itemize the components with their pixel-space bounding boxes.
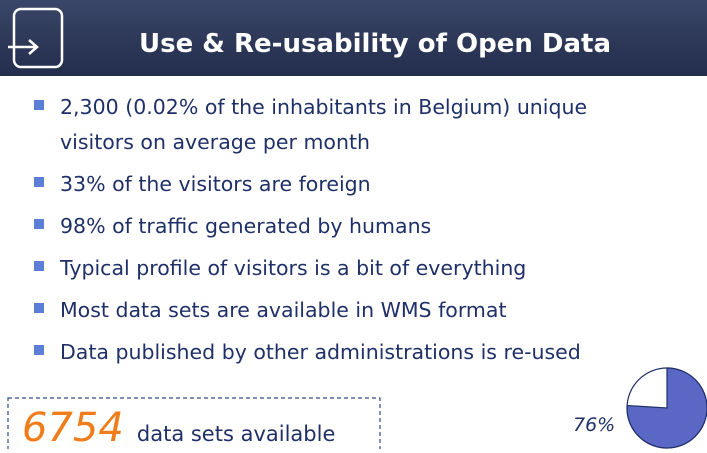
bullet-text: Typical profile of visitors is a bit of …	[59, 256, 526, 280]
header-title: Use & Re-usability of Open Data	[139, 29, 611, 59]
bullet-text: visitors on average per month	[60, 130, 370, 154]
bullet-marker	[34, 261, 44, 271]
bullet-text: Data published by other administrations …	[60, 340, 581, 364]
bullet-text: 33% of the visitors are foreign	[60, 172, 371, 196]
bullet-text: 98% of traffic generated by humans	[60, 214, 431, 238]
stat-box	[7, 397, 381, 453]
header-arrow	[8, 39, 39, 55]
bullet-marker	[34, 303, 44, 313]
header-bar	[0, 0, 707, 76]
bullet-list: 2,300 (0.02% of the inhabitants in Belgi…	[34, 95, 587, 364]
stat-text: data sets available	[137, 422, 335, 446]
header-icon	[12, 7, 64, 69]
bullet-text: Most data sets are available in WMS form…	[60, 298, 507, 322]
bullet-marker	[34, 177, 44, 187]
stat-line: 6754 data sets available	[22, 405, 335, 449]
bullet-text: 2,300 (0.02% of the inhabitants in Belgi…	[60, 95, 587, 119]
pie-slice	[626, 367, 707, 449]
stat-number: 6754	[22, 405, 124, 449]
bullet-marker	[34, 345, 44, 355]
bullet-marker	[34, 219, 44, 229]
bullet-marker	[34, 100, 44, 110]
pie-label: 76%	[573, 414, 615, 436]
